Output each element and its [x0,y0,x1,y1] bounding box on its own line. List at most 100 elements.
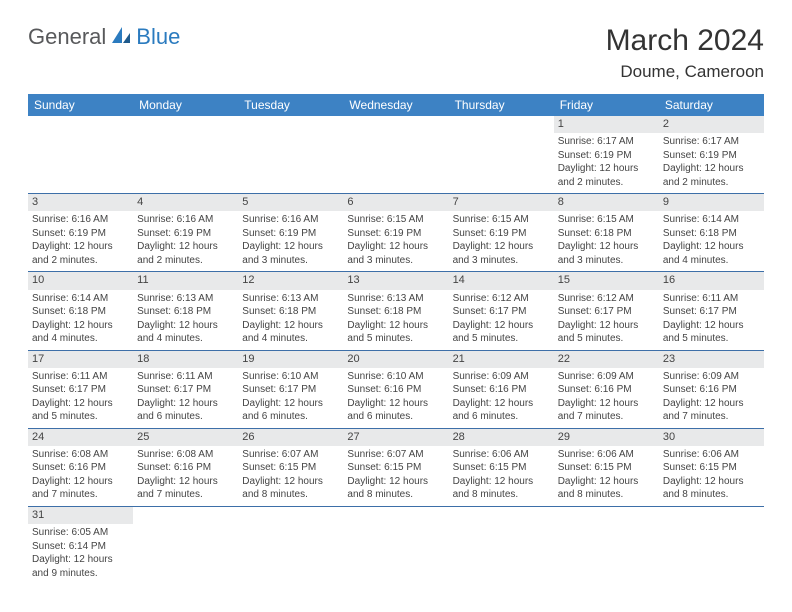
sunset-text: Sunset: 6:14 PM [32,540,129,554]
day-content: Sunrise: 6:09 AMSunset: 6:16 PMDaylight:… [659,368,764,428]
daylight-text: Daylight: 12 hours and 6 minutes. [347,397,444,424]
day-content: Sunrise: 6:07 AMSunset: 6:15 PMDaylight:… [343,446,448,506]
day-content: Sunrise: 6:15 AMSunset: 6:18 PMDaylight:… [554,211,659,271]
daylight-text: Daylight: 12 hours and 5 minutes. [663,319,760,346]
sunset-text: Sunset: 6:15 PM [347,461,444,475]
sunrise-text: Sunrise: 6:16 AM [242,213,339,227]
calendar-week-row: 31Sunrise: 6:05 AMSunset: 6:14 PMDayligh… [28,506,764,584]
day-content: Sunrise: 6:06 AMSunset: 6:15 PMDaylight:… [449,446,554,506]
calendar-cell: 8Sunrise: 6:15 AMSunset: 6:18 PMDaylight… [554,194,659,272]
calendar-cell [133,506,238,584]
calendar-cell [28,116,133,194]
calendar-cell: 27Sunrise: 6:07 AMSunset: 6:15 PMDayligh… [343,428,448,506]
sunrise-text: Sunrise: 6:12 AM [558,292,655,306]
sunrise-text: Sunrise: 6:10 AM [242,370,339,384]
daylight-text: Daylight: 12 hours and 3 minutes. [347,240,444,267]
calendar-cell: 1Sunrise: 6:17 AMSunset: 6:19 PMDaylight… [554,116,659,194]
calendar-cell: 2Sunrise: 6:17 AMSunset: 6:19 PMDaylight… [659,116,764,194]
sunrise-text: Sunrise: 6:08 AM [32,448,129,462]
sunrise-text: Sunrise: 6:09 AM [453,370,550,384]
calendar-cell: 14Sunrise: 6:12 AMSunset: 6:17 PMDayligh… [449,272,554,350]
calendar-cell: 22Sunrise: 6:09 AMSunset: 6:16 PMDayligh… [554,350,659,428]
day-content: Sunrise: 6:16 AMSunset: 6:19 PMDaylight:… [133,211,238,271]
day-content: Sunrise: 6:05 AMSunset: 6:14 PMDaylight:… [28,524,133,584]
calendar-cell: 15Sunrise: 6:12 AMSunset: 6:17 PMDayligh… [554,272,659,350]
sunrise-text: Sunrise: 6:15 AM [558,213,655,227]
day-content: Sunrise: 6:08 AMSunset: 6:16 PMDaylight:… [133,446,238,506]
sunset-text: Sunset: 6:18 PM [137,305,234,319]
sunset-text: Sunset: 6:15 PM [242,461,339,475]
calendar-cell: 19Sunrise: 6:10 AMSunset: 6:17 PMDayligh… [238,350,343,428]
day-number: 25 [133,429,238,446]
day-number: 26 [238,429,343,446]
daylight-text: Daylight: 12 hours and 4 minutes. [242,319,339,346]
daylight-text: Daylight: 12 hours and 6 minutes. [137,397,234,424]
sunrise-text: Sunrise: 6:12 AM [453,292,550,306]
day-number: 21 [449,351,554,368]
calendar-cell [238,506,343,584]
calendar-cell: 28Sunrise: 6:06 AMSunset: 6:15 PMDayligh… [449,428,554,506]
day-number: 9 [659,194,764,211]
day-content: Sunrise: 6:11 AMSunset: 6:17 PMDaylight:… [659,290,764,350]
sunset-text: Sunset: 6:15 PM [453,461,550,475]
sunrise-text: Sunrise: 6:11 AM [137,370,234,384]
day-number: 3 [28,194,133,211]
day-content: Sunrise: 6:14 AMSunset: 6:18 PMDaylight:… [28,290,133,350]
daylight-text: Daylight: 12 hours and 8 minutes. [663,475,760,502]
sunset-text: Sunset: 6:19 PM [32,227,129,241]
day-number: 29 [554,429,659,446]
day-content: Sunrise: 6:13 AMSunset: 6:18 PMDaylight:… [343,290,448,350]
daylight-text: Daylight: 12 hours and 3 minutes. [242,240,339,267]
sunset-text: Sunset: 6:19 PM [558,149,655,163]
header: General Blue March 2024 Doume, Cameroon [28,24,764,82]
daylight-text: Daylight: 12 hours and 8 minutes. [453,475,550,502]
sunrise-text: Sunrise: 6:05 AM [32,526,129,540]
day-header: Thursday [449,94,554,116]
sunrise-text: Sunrise: 6:06 AM [558,448,655,462]
calendar-cell: 4Sunrise: 6:16 AMSunset: 6:19 PMDaylight… [133,194,238,272]
calendar-week-row: 10Sunrise: 6:14 AMSunset: 6:18 PMDayligh… [28,272,764,350]
daylight-text: Daylight: 12 hours and 9 minutes. [32,553,129,580]
day-number: 10 [28,272,133,289]
sunrise-text: Sunrise: 6:13 AM [242,292,339,306]
day-content: Sunrise: 6:17 AMSunset: 6:19 PMDaylight:… [659,133,764,193]
day-number: 16 [659,272,764,289]
day-number: 17 [28,351,133,368]
daylight-text: Daylight: 12 hours and 4 minutes. [663,240,760,267]
day-header-row: Sunday Monday Tuesday Wednesday Thursday… [28,94,764,116]
daylight-text: Daylight: 12 hours and 7 minutes. [558,397,655,424]
daylight-text: Daylight: 12 hours and 2 minutes. [32,240,129,267]
calendar-cell: 7Sunrise: 6:15 AMSunset: 6:19 PMDaylight… [449,194,554,272]
day-number: 20 [343,351,448,368]
day-content: Sunrise: 6:14 AMSunset: 6:18 PMDaylight:… [659,211,764,271]
sunrise-text: Sunrise: 6:06 AM [453,448,550,462]
sunrise-text: Sunrise: 6:11 AM [663,292,760,306]
calendar-cell: 5Sunrise: 6:16 AMSunset: 6:19 PMDaylight… [238,194,343,272]
sunrise-text: Sunrise: 6:13 AM [137,292,234,306]
sunrise-text: Sunrise: 6:17 AM [558,135,655,149]
daylight-text: Daylight: 12 hours and 7 minutes. [32,475,129,502]
calendar-cell: 11 Sunrise: 6:13 AMSunset: 6:18 PMDayligh… [133,272,238,350]
calendar-cell: 17Sunrise: 6:11 AMSunset: 6:17 PMDayligh… [28,350,133,428]
day-content: Sunrise: 6:12 AMSunset: 6:17 PMDaylight:… [449,290,554,350]
calendar-cell [133,116,238,194]
sunset-text: Sunset: 6:15 PM [663,461,760,475]
day-number: 8 [554,194,659,211]
day-number: 11 [133,272,238,289]
daylight-text: Daylight: 12 hours and 7 minutes. [663,397,760,424]
logo-text-blue: Blue [136,24,180,50]
sunset-text: Sunset: 6:16 PM [32,461,129,475]
sunset-text: Sunset: 6:17 PM [558,305,655,319]
logo-sail-icon [110,25,132,50]
day-content: Sunrise: 6:12 AMSunset: 6:17 PMDaylight:… [554,290,659,350]
daylight-text: Daylight: 12 hours and 7 minutes. [137,475,234,502]
day-header: Sunday [28,94,133,116]
daylight-text: Daylight: 12 hours and 4 minutes. [137,319,234,346]
calendar-week-row: 17Sunrise: 6:11 AMSunset: 6:17 PMDayligh… [28,350,764,428]
daylight-text: Daylight: 12 hours and 8 minutes. [347,475,444,502]
calendar-cell: 13Sunrise: 6:13 AMSunset: 6:18 PMDayligh… [343,272,448,350]
day-header: Tuesday [238,94,343,116]
calendar-cell: 21Sunrise: 6:09 AMSunset: 6:16 PMDayligh… [449,350,554,428]
day-number: 28 [449,429,554,446]
sunset-text: Sunset: 6:19 PM [137,227,234,241]
